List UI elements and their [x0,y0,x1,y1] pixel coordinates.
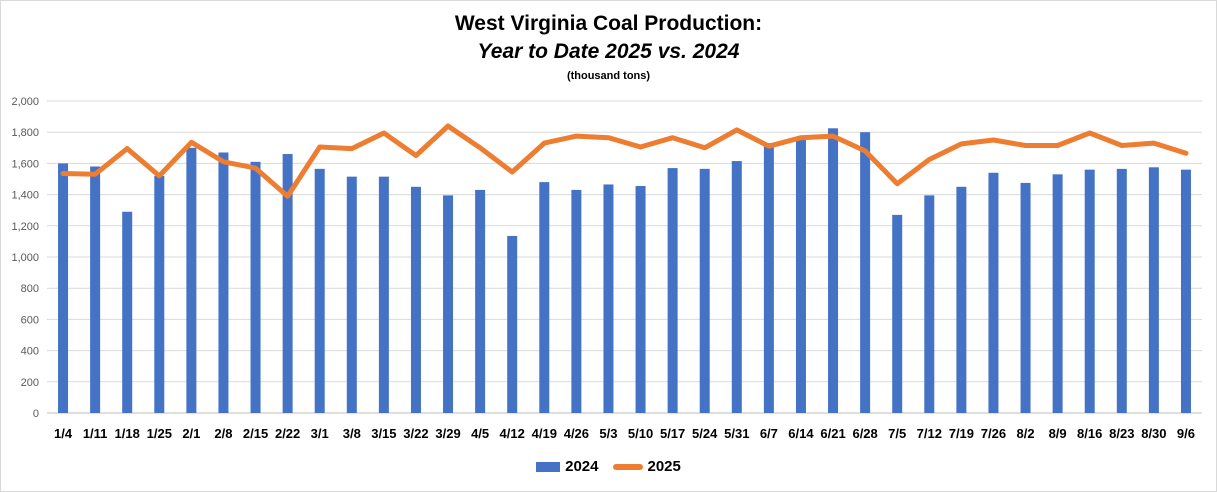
x-tick-label: 2/22 [275,426,300,441]
x-tick-label: 1/25 [147,426,172,441]
legend-item-2024: 2024 [536,458,599,475]
bar-2024 [795,136,806,413]
y-tick-label: 2,000 [11,96,39,108]
x-tick-label: 5/31 [724,426,749,441]
y-tick-label: 800 [21,283,39,295]
y-tick-label: 200 [21,377,39,389]
bar-2024 [250,161,261,413]
y-tick-label: 1,800 [11,127,39,139]
bar-2024 [539,182,550,413]
x-tick-label: 4/26 [564,426,589,441]
chart-title-block: West Virginia Coal Production: Year to D… [0,10,1217,84]
bar-2024 [860,132,871,413]
bar-2024 [1180,169,1191,413]
y-tick-label: 1,400 [11,190,39,202]
y-tick-label: 1,600 [11,158,39,170]
y-tick-label: 400 [21,346,39,358]
y-tick-label: 1,200 [11,221,39,233]
bar-2024 [154,175,165,413]
bar-2024 [346,176,357,413]
bar-2024 [924,195,935,413]
x-tick-label: 5/17 [660,426,685,441]
bar-2024 [1052,174,1063,413]
x-tick-label: 6/7 [760,426,778,441]
bar-2024 [507,235,518,413]
x-tick-label: 2/15 [243,426,268,441]
bar-2024 [282,154,293,414]
bar-2024 [378,176,389,413]
bar-2024 [443,195,454,413]
x-tick-label: 5/24 [692,426,718,441]
bar-2024 [1148,167,1159,413]
x-tick-label: 5/10 [628,426,653,441]
x-tick-label: 3/29 [435,426,460,441]
bar-2024 [571,189,582,413]
x-tick-label: 3/8 [343,426,361,441]
x-tick-label: 8/2 [1017,426,1035,441]
x-tick-label: 7/5 [888,426,906,441]
x-tick-label: 4/19 [532,426,557,441]
x-tick-label: 8/16 [1077,426,1102,441]
bar-2024 [58,163,69,413]
bar-2024 [699,168,710,413]
bar-2024 [186,147,197,414]
y-tick-label: 600 [21,314,39,326]
bar-2024 [475,189,486,413]
bar-2024 [763,143,774,413]
x-tick-label: 3/22 [403,426,428,441]
y-tick-label: 0 [33,408,39,420]
bar-2024 [988,172,999,413]
x-tick-label: 3/1 [311,426,329,441]
bar-2024 [314,168,325,413]
x-tick-label: 7/26 [981,426,1006,441]
x-tick-label: 2/8 [214,426,232,441]
bar-2024 [956,186,967,413]
x-tick-label: 4/12 [500,426,525,441]
bar-2024 [603,184,614,413]
x-tick-label: 6/28 [852,426,877,441]
x-tick-label: 6/14 [788,426,814,441]
bar-2024 [122,211,133,413]
legend-item-2025: 2025 [612,458,681,475]
chart-title-line2: Year to Date 2025 vs. 2024 [477,40,740,63]
line-2025 [60,123,1189,199]
bar-2024 [1020,182,1031,413]
x-tick-label: 1/11 [83,426,108,441]
legend-swatch-2025 [612,463,643,470]
chart-title: West Virginia Coal Production: [454,12,763,35]
bar-2024 [892,214,903,413]
bar-2024 [410,186,421,413]
x-tick-label: 9/6 [1177,426,1195,441]
x-tick-label: 8/23 [1109,426,1134,441]
x-tick-label: 2/1 [182,426,200,441]
x-tick-label: 6/21 [820,426,845,441]
bar-2024 [828,128,839,414]
x-tick-label: 7/12 [917,426,942,441]
x-tick-label: 3/15 [371,426,396,441]
bar-2024 [635,186,646,413]
bar-2024 [731,161,742,413]
bar-2024 [218,152,229,414]
bar-2024 [90,166,101,413]
x-tick-label: 8/9 [1049,426,1067,441]
x-tick-label: 4/5 [471,426,489,441]
x-tick-label: 1/4 [54,426,73,441]
bar-2024 [1116,168,1127,413]
x-tick-label: 5/3 [599,426,617,441]
y-tick-label: 1,000 [11,252,39,264]
legend-swatch-2024 [536,461,561,472]
bar-2024 [667,168,678,413]
chart-subtitle: (thousand tons) [566,70,651,82]
bar-2024 [1084,169,1095,413]
x-tick-label: 8/30 [1141,426,1166,441]
legend-label-2025: 2025 [647,458,681,475]
legend-label-2024: 2024 [565,458,599,475]
x-tick-label: 1/18 [115,426,140,441]
chart-legend: 2024 2025 [0,458,1217,475]
x-tick-label: 7/19 [949,426,974,441]
